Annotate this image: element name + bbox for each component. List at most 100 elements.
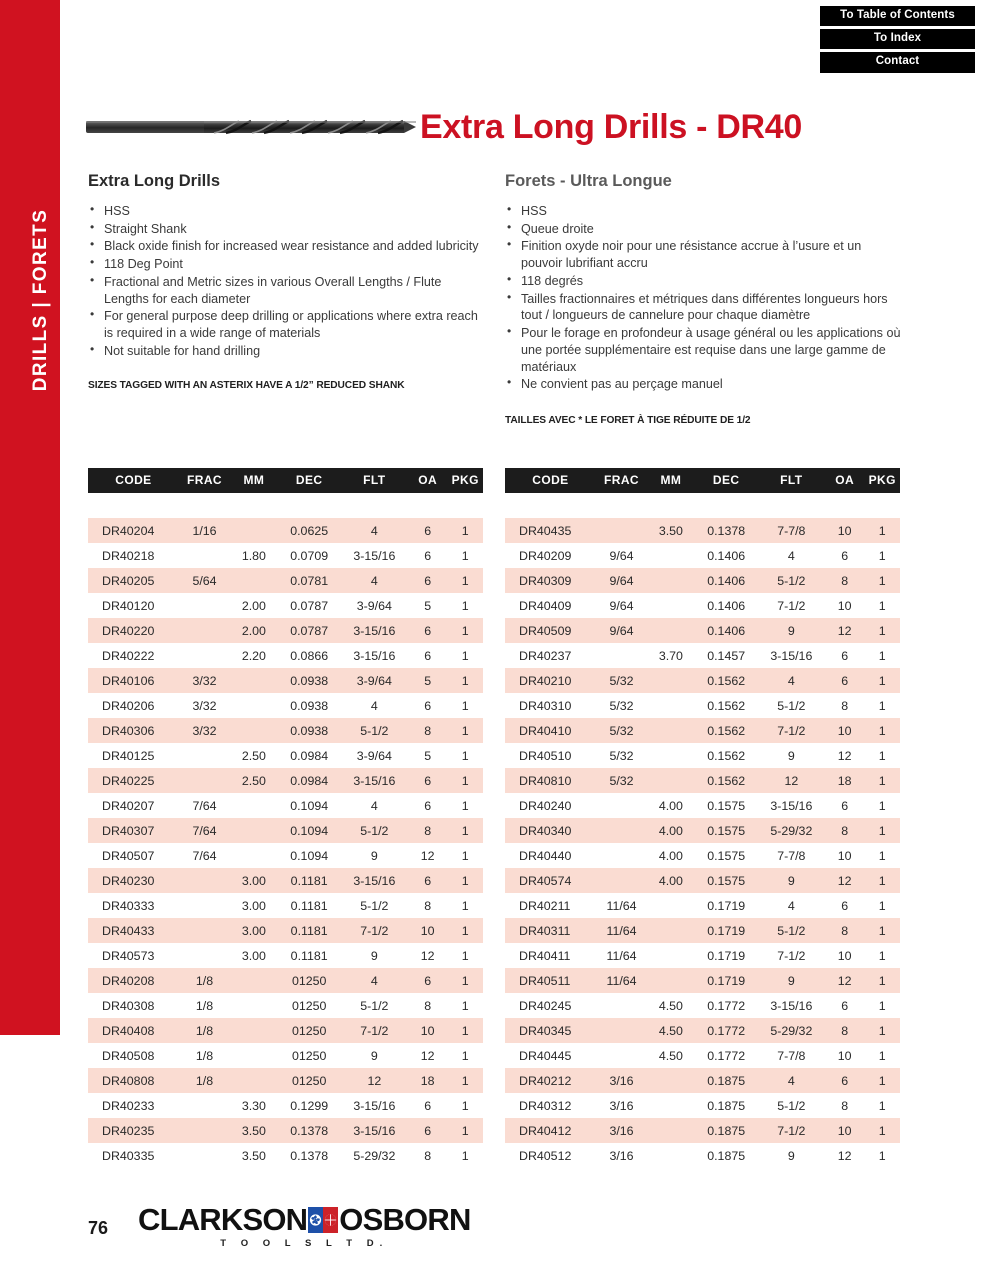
table-row[interactable]: DR40308 1/8 01250 5-1/2 8 1 <box>88 993 483 1018</box>
table-row[interactable]: DR40335 3.50 0.1378 5-29/32 8 1 <box>88 1143 483 1168</box>
table-cell-mm: 3.50 <box>241 1148 266 1163</box>
features-french-heading: Forets - Ultra Longue <box>505 172 672 190</box>
table-cell-code: DR40408 <box>88 1018 179 1043</box>
table-cell-pkg: 1 <box>878 1148 886 1163</box>
table-row[interactable]: DR40235 3.50 0.1378 3-15/16 6 1 <box>88 1118 483 1143</box>
table-cell-code: DR40106 <box>88 668 179 693</box>
table-row[interactable]: DR40411 11/64 0.1719 7-1/2 10 1 <box>505 943 900 968</box>
table-cell-code: DR40573 <box>102 948 155 963</box>
table-cell-pkg: 1 <box>447 668 483 693</box>
table-row[interactable]: DR40808 1/8 01250 12 18 1 <box>88 1068 483 1093</box>
table-cell-pkg: 1 <box>461 548 469 563</box>
table-row[interactable]: DR40208 1/8 01250 4 6 1 <box>88 968 483 993</box>
table-row[interactable]: DR40210 5/32 0.1562 4 6 1 <box>505 668 900 693</box>
table-row[interactable]: DR40125 2.50 0.0984 3-9/64 5 1 <box>88 743 483 768</box>
table-row[interactable]: DR40435 3.50 0.1378 7-7/8 10 1 <box>505 518 900 543</box>
table-cell-oa: 6 <box>424 548 432 563</box>
table-cell-frac <box>179 643 230 668</box>
table-cell-pkg: 1 <box>864 768 900 793</box>
table-row[interactable]: DR40511 11/64 0.1719 9 12 1 <box>505 968 900 993</box>
table-cell-frac: 11/64 <box>606 898 637 913</box>
table-cell-oa: 8 <box>407 718 448 743</box>
table-row[interactable]: DR40218 1.80 0.0709 3-15/16 6 1 <box>88 543 483 568</box>
table-row[interactable]: DR40433 3.00 0.1181 7-1/2 10 1 <box>88 918 483 943</box>
col-header-dec: DEC <box>694 468 758 493</box>
table-row[interactable]: DR40106 3/32 0.0938 3-9/64 5 1 <box>88 668 483 693</box>
table-row[interactable]: DR40207 7/64 0.1094 4 6 1 <box>88 793 483 818</box>
table-row[interactable]: DR40509 9/64 0.1406 9 12 1 <box>505 618 900 643</box>
to-index-button[interactable]: To Index <box>820 29 975 50</box>
table-row[interactable]: DR40206 3/32 0.0938 4 6 1 <box>88 693 483 718</box>
table-cell-pkg: 1 <box>864 1118 900 1143</box>
table-row[interactable]: DR40211 11/64 0.1719 4 6 1 <box>505 893 900 918</box>
table-row[interactable]: DR40574 4.00 0.1575 9 12 1 <box>505 868 900 893</box>
table-row[interactable]: DR40412 3/16 0.1875 7-1/2 10 1 <box>505 1118 900 1143</box>
table-cell-code: DR40411 <box>519 948 571 963</box>
table-cell-oa: 10 <box>837 1048 852 1063</box>
contact-button[interactable]: Contact <box>820 52 975 73</box>
table-cell-pkg: 1 <box>461 598 469 613</box>
table-row[interactable]: DR40445 4.50 0.1772 7-7/8 10 1 <box>505 1043 900 1068</box>
table-cell-frac: 1/16 <box>178 518 231 543</box>
table-row[interactable]: DR40306 3/32 0.0938 5-1/2 8 1 <box>88 718 483 743</box>
table-row[interactable]: DR40233 3.30 0.1299 3-15/16 6 1 <box>88 1093 483 1118</box>
table-row[interactable]: DR40209 9/64 0.1406 4 6 1 <box>505 543 900 568</box>
table-row[interactable]: DR40310 5/32 0.1562 5-1/2 8 1 <box>505 693 900 718</box>
table-row[interactable]: DR40205 5/64 0.0781 4 6 1 <box>88 568 483 593</box>
table-cell-mm: 4.50 <box>658 1048 683 1063</box>
table-cell-dec: 0.1875 <box>694 1068 758 1093</box>
table-row[interactable]: DR40245 4.50 0.1772 3-15/16 6 1 <box>505 993 900 1018</box>
table-row[interactable]: DR40340 4.00 0.1575 5-29/32 8 1 <box>505 818 900 843</box>
table-cell-flt: 5-29/32 <box>353 1148 396 1163</box>
table-cell-frac: 7/64 <box>178 818 231 843</box>
col-header-code: CODE <box>88 468 179 493</box>
table-row[interactable]: DR40309 9/64 0.1406 5-1/2 8 1 <box>505 568 900 593</box>
list-item: 118 degrés <box>505 272 905 290</box>
table-row[interactable]: DR40230 3.00 0.1181 3-15/16 6 1 <box>88 868 483 893</box>
table-row[interactable]: DR40508 1/8 01250 9 12 1 <box>88 1043 483 1068</box>
table-row[interactable]: DR40345 4.50 0.1772 5-29/32 8 1 <box>505 1018 900 1043</box>
table-row[interactable]: DR40307 7/64 0.1094 5-1/2 8 1 <box>88 818 483 843</box>
table-row[interactable]: DR40237 3.70 0.1457 3-15/16 6 1 <box>505 643 900 668</box>
table-row[interactable]: DR40408 1/8 01250 7-1/2 10 1 <box>88 1018 483 1043</box>
spec-table-left-wrapper: CODE FRAC MM DEC FLT OA PKG DR40204 1/16 0… <box>88 468 483 1168</box>
table-row[interactable]: DR40510 5/32 0.1562 9 12 1 <box>505 743 900 768</box>
table-row[interactable]: DR40222 2.20 0.0866 3-15/16 6 1 <box>88 643 483 668</box>
table-row[interactable]: DR40311 11/64 0.1719 5-1/2 8 1 <box>505 918 900 943</box>
table-cell-pkg: 1 <box>461 1148 469 1163</box>
table-cell-pkg: 1 <box>878 798 886 813</box>
features-english: Extra Long Drills HSS Straight Shank Bla… <box>88 172 488 391</box>
table-row[interactable]: DR40120 2.00 0.0787 3-9/64 5 1 <box>88 593 483 618</box>
table-cell-oa: 8 <box>841 1098 849 1113</box>
table-row[interactable]: DR40507 7/64 0.1094 9 12 1 <box>88 843 483 868</box>
table-row[interactable]: DR40440 4.00 0.1575 7-7/8 10 1 <box>505 843 900 868</box>
table-row[interactable]: DR40410 5/32 0.1562 7-1/2 10 1 <box>505 718 900 743</box>
table-cell-oa: 8 <box>824 568 865 593</box>
table-row[interactable]: DR40225 2.50 0.0984 3-15/16 6 1 <box>88 768 483 793</box>
table-cell-frac: 3/32 <box>192 698 217 713</box>
to-table-of-contents-button[interactable]: To Table of Contents <box>820 6 975 27</box>
table-row[interactable]: DR40212 3/16 0.1875 4 6 1 <box>505 1068 900 1093</box>
table-cell-oa: 12 <box>824 968 865 993</box>
table-row[interactable]: DR40220 2.00 0.0787 3-15/16 6 1 <box>88 618 483 643</box>
table-cell-mm: 2.20 <box>241 648 266 663</box>
table-cell-mm <box>647 968 695 993</box>
table-cell-code: DR40345 <box>505 1018 596 1043</box>
table-row[interactable]: DR40333 3.00 0.1181 5-1/2 8 1 <box>88 893 483 918</box>
table-row[interactable]: DR40810 5/32 0.1562 12 18 1 <box>505 768 900 793</box>
table-row[interactable]: DR40409 9/64 0.1406 7-1/2 10 1 <box>505 593 900 618</box>
table-cell-mm: 3.50 <box>230 1118 278 1143</box>
table-row[interactable]: DR40312 3/16 0.1875 5-1/2 8 1 <box>505 1093 900 1118</box>
table-cell-flt: 7-1/2 <box>757 718 825 743</box>
col-header-code: CODE <box>505 468 596 493</box>
table-cell-code: DR40206 <box>102 698 155 713</box>
table-cell-dec: 0.1406 <box>694 568 758 593</box>
table-row[interactable]: DR40512 3/16 0.1875 9 12 1 <box>505 1143 900 1168</box>
table-row[interactable]: DR40573 3.00 0.1181 9 12 1 <box>88 943 483 968</box>
table-cell-pkg: 1 <box>461 898 469 913</box>
table-row[interactable]: DR40204 1/16 0.0625 4 6 1 <box>88 518 483 543</box>
table-row[interactable]: DR40240 4.00 0.1575 3-15/16 6 1 <box>505 793 900 818</box>
table-cell-frac <box>178 1118 231 1143</box>
table-cell-code: DR40310 <box>519 698 572 713</box>
table-cell-oa: 6 <box>407 1118 448 1143</box>
